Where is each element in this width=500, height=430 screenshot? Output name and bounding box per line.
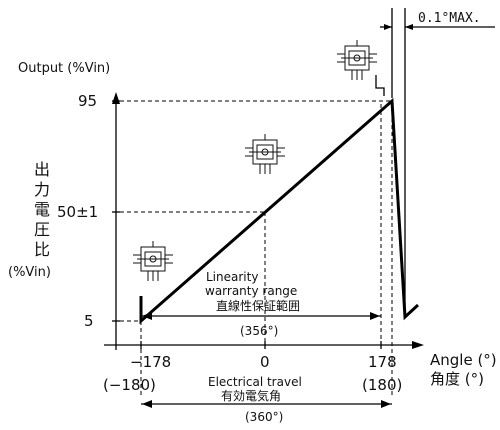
x-tick-paren-180: (180) [362,376,402,394]
x-tick-label-178: 178 [368,353,397,371]
x-axis-arrowhead [412,341,424,349]
potentiometer-icon-max [337,40,377,80]
linearity-arrowhead-right [370,312,380,320]
y-axis-title-jp-1: 出 [34,160,50,179]
max-note: 0.1°MAX. [418,11,481,26]
x-tick-paren-minus180: (−180) [103,376,156,394]
y-axis-title-jp-3: 電 [34,200,50,219]
y-axis-title-jp-5: 比 [34,240,50,259]
x-axis-title: Angle (°) [430,351,497,369]
y-axis-unit-jp: (%Vin) [8,265,51,280]
y-tick-label-5: 5 [84,312,94,330]
x-tick-label-0: 0 [260,353,270,371]
y-axis-title-jp-2: 力 [34,180,50,199]
y-axis-title-jp-4: 圧 [34,220,50,239]
linearity-label-1: Linearity [206,270,258,284]
output-curve [139,97,420,325]
peak-leader [375,75,385,96]
max-arrowhead-left [384,24,392,30]
y-axis-arrowhead [112,92,120,104]
electrical-value: (360°) [245,410,283,424]
electrical-label-jp: 有効電気角 [221,388,281,403]
potentiometer-icon-center [245,134,285,174]
x-axis-title-jp: 角度 (°) [430,370,484,388]
y-axis-title: Output (%Vin) [18,61,110,76]
linearity-label-2: warranty range [205,284,297,298]
linearity-arrowhead-left [142,312,152,320]
electrical-arrowhead-right [381,400,391,408]
linearity-label-jp: 直線性保証範囲 [216,298,300,313]
max-arrowhead-right [405,24,413,30]
y-tick-label-50: 50±1 [57,203,98,221]
potentiometer-icon-min [133,241,173,281]
linearity-value: (356°) [240,324,278,338]
electrical-arrowhead-left [142,400,152,408]
x-tick-label-minus178: −178 [130,353,171,371]
electrical-label: Electrical travel [208,375,302,389]
y-tick-label-95: 95 [78,92,97,110]
